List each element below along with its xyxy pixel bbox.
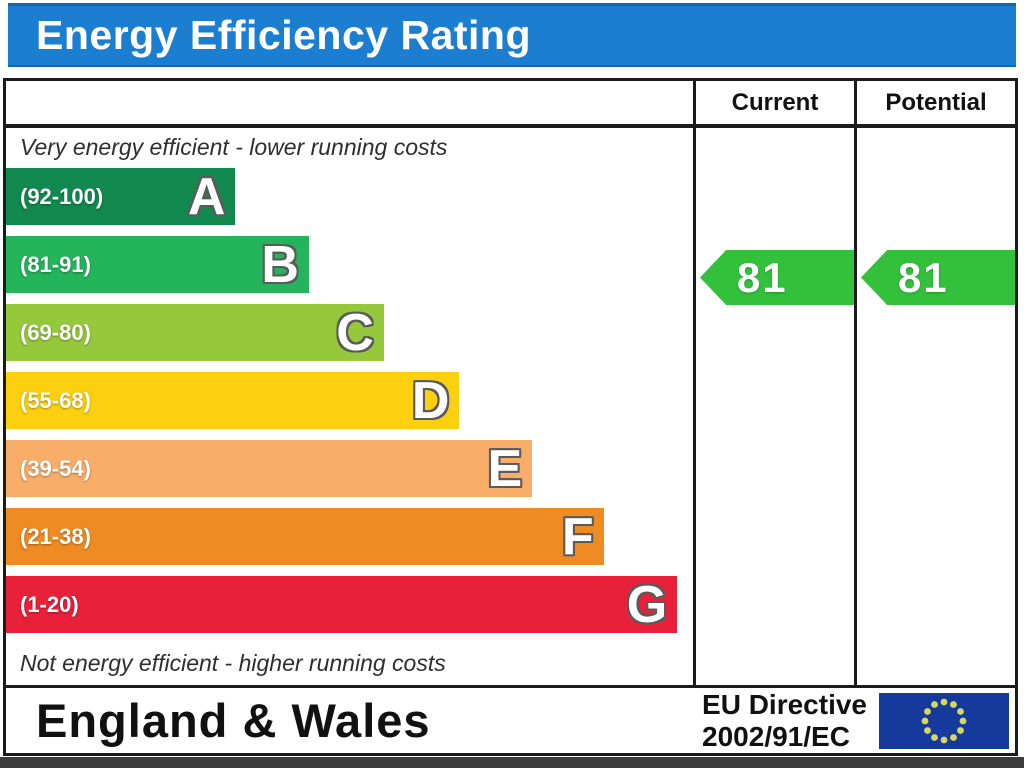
band-a-letter: A [187,167,226,226]
band-d-bar: (55-68) D [6,371,460,430]
bottom-note: Not energy efficient - higher running co… [20,650,446,676]
potential-rating-value: 81 [897,253,949,301]
band-d-range-label: (55-68) [20,387,91,413]
potential-rating-arrow: 81 [861,250,1015,305]
band-e-letter: E [487,439,523,498]
band-b-range-label: (81-91) [20,251,91,277]
band-f-range-label: (21-38) [20,523,91,549]
band-b-letter: B [261,235,299,294]
band-a-range-label: (92-100) [20,183,104,209]
table-body-row: Very energy efficient - lower running co… [6,128,1015,685]
top-note: Very energy efficient - lower running co… [20,134,448,160]
band-g-bar: (1-20) G [6,575,678,634]
title-bar: Energy Efficiency Rating [8,3,1016,67]
bottom-edge-band [0,757,1024,768]
current-rating-value: 81 [736,253,788,301]
potential-column-header: Potential [854,81,1015,124]
band-c-letter: C [336,303,374,362]
page-title: Energy Efficiency Rating [36,12,532,58]
eu-directive-line1: EU Directive [702,689,867,721]
eu-flag-icon [879,692,1009,749]
band-f-bar: (21-38) F [6,508,604,565]
band-g-letter: G [626,575,668,634]
potential-column-label: Potential [885,88,987,116]
current-column: 81 [693,128,854,685]
current-column-header: Current [693,81,854,124]
band-a-bar: (92-100) A [6,167,236,226]
bands-column: Very energy efficient - lower running co… [6,128,693,685]
band-e-range-label: (39-54) [20,455,91,481]
eu-directive-line2: 2002/91/EC [702,720,850,752]
band-b-bar: (81-91) B [6,236,309,293]
band-f-letter: F [561,507,594,566]
band-e-bar: (39-54) E [6,439,533,498]
band-c-bar: (69-80) C [6,304,384,361]
footer-bar: England & Wales EU Directive 2002/91/EC [3,688,1018,756]
region-label: England & Wales [36,694,431,747]
band-c-range-label: (69-80) [20,319,91,345]
current-column-label: Current [731,88,819,116]
eu-directive-label: EU Directive 2002/91/EC [702,689,867,752]
potential-column: 81 [854,128,1015,685]
bands-container: (92-100) A (81-91) B (69-80) C (55-68) D (39-54)… [6,168,693,642]
current-rating-arrow: 81 [700,250,854,305]
band-d-letter: D [411,371,450,430]
header-empty-cell [6,81,693,124]
rating-table: Current Potential Very energy efficient … [3,78,1018,688]
table-header-row: Current Potential [6,81,1015,128]
band-g-range-label: (1-20) [20,591,79,617]
